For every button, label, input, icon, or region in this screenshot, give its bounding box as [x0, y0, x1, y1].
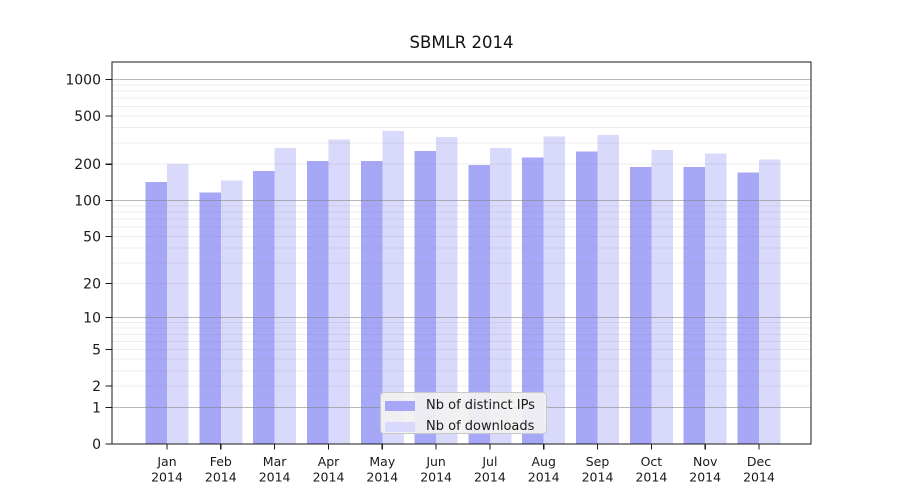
bar-ips-jul: [468, 165, 490, 444]
bar-downloads-apr: [328, 139, 350, 445]
x-tick-label-mar: Mar 2014: [259, 454, 291, 485]
bar-ips-apr: [307, 160, 329, 444]
x-tick-label-jan: Jan 2014: [151, 454, 183, 485]
y-axis: 0 1 2 5 10 20 50 100 200 500 1000: [65, 72, 112, 453]
x-tick-label-apr: Apr 2014: [313, 454, 345, 485]
bar-downloads-dec: [759, 159, 781, 444]
grid-minor: [112, 84, 811, 387]
x-tick-label-jun: Jun 2014: [420, 454, 452, 485]
bar-downloads-jul: [489, 148, 512, 444]
x-tick-label-may: May 2014: [366, 454, 398, 485]
y-tick-label-1: 1: [92, 400, 101, 416]
bar-downloads-aug: [543, 136, 566, 444]
x-axis: Jan 2014 Feb 2014 Mar 2014 Apr 2014 May 2014 Jun 20…: [151, 444, 775, 485]
legend-label-distinct-ips: Nb of distinct IPs: [426, 398, 535, 413]
y-tick-label-2: 2: [92, 379, 101, 395]
bar-ips-aug: [522, 157, 544, 445]
x-tick-label-dec: Dec 2014: [743, 454, 775, 485]
legend: Nb of distinct IPs Nb of downloads: [380, 392, 547, 434]
legend-item-downloads: Nb of downloads: [385, 418, 546, 435]
bar-ips-jun: [414, 150, 437, 445]
bars: [145, 131, 781, 445]
bar-downloads-jun: [436, 137, 458, 444]
y-tick-label-10: 10: [83, 311, 101, 327]
bar-downloads-sep: [597, 135, 619, 444]
bar-ips-feb: [199, 192, 221, 444]
x-tick-label-nov: Nov 2014: [689, 454, 721, 485]
bar-ips-jan: [145, 182, 167, 444]
y-tick-label-500: 500: [74, 109, 101, 125]
legend-item-distinct-ips: Nb of distinct IPs: [385, 397, 546, 414]
bar-downloads-nov: [705, 153, 727, 444]
bar-ips-oct: [629, 166, 652, 444]
y-tick-label-0: 0: [92, 437, 101, 453]
bar-ips-sep: [576, 151, 598, 444]
plot-border: [111, 61, 812, 445]
bar-ips-dec: [737, 172, 759, 444]
legend-swatch-distinct-ips-icon: [385, 400, 415, 411]
bar-downloads-mar: [274, 148, 297, 444]
bar-downloads-jan: [167, 164, 189, 444]
y-tick-label-1000: 1000: [65, 72, 101, 88]
x-tick-label-sep: Sep 2014: [582, 454, 614, 485]
y-tick-label-20: 20: [83, 276, 101, 292]
bar-downloads-may: [382, 131, 404, 444]
bar-downloads-feb: [220, 180, 243, 444]
y-tick-label-50: 50: [83, 230, 101, 246]
y-tick-label-100: 100: [74, 194, 101, 210]
x-tick-label-jul: Jul 2014: [474, 454, 506, 485]
y-tick-label-200: 200: [74, 157, 101, 173]
bar-ips-mar: [253, 170, 275, 444]
x-tick-label-feb: Feb 2014: [205, 454, 237, 485]
x-tick-label-aug: Aug 2014: [528, 454, 560, 485]
bar-downloads-oct: [651, 150, 673, 444]
bar-ips-may: [360, 160, 383, 444]
x-tick-label-oct: Oct 2014: [635, 454, 667, 485]
bar-ips-nov: [683, 166, 706, 444]
legend-swatch-downloads-icon: [385, 421, 415, 432]
legend-label-downloads: Nb of downloads: [426, 419, 535, 434]
y-tick-label-5: 5: [92, 343, 101, 359]
chart-title: SBMLR 2014: [409, 33, 514, 52]
